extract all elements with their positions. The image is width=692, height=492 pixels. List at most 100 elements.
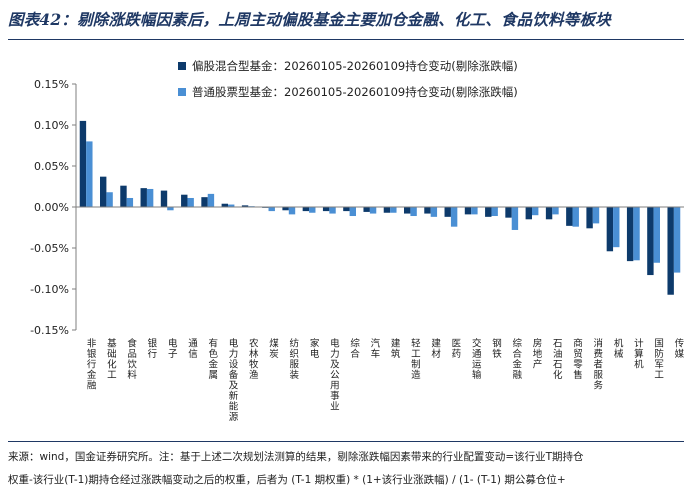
bar-series1 — [363, 207, 370, 212]
x-tick-label: 消费者服务 — [591, 337, 603, 390]
x-tick-label: 计算机 — [632, 337, 644, 369]
bar-series1 — [201, 197, 208, 207]
x-tick-label: 银行 — [145, 337, 157, 359]
x-tick-label: 商贸零售 — [571, 337, 583, 380]
bar-series1 — [586, 207, 593, 229]
bar-series1 — [302, 207, 310, 212]
y-tick-label: 0.00% — [34, 201, 69, 214]
bar-series1 — [140, 188, 147, 207]
bar-series2 — [430, 207, 438, 217]
bar-series1 — [444, 207, 451, 217]
source-line-2: 权重-该行业(T-1)期持仓经过涨跌幅变动之后的权重，后者为 (T-1 期权重)… — [8, 474, 566, 486]
bar-series1 — [485, 207, 492, 217]
bar-series2 — [552, 207, 559, 215]
bar-series2 — [146, 188, 154, 207]
source-line-1: 来源：wind，国金证券研究所。注：基于上述二次规划法测算的结果，剔除涨跌幅因素… — [8, 451, 584, 463]
x-tick-label: 房地产 — [531, 337, 543, 369]
bar-series1 — [606, 207, 614, 252]
x-tick-label: 建筑 — [389, 337, 401, 359]
x-tick-label: 国防军工 — [652, 338, 664, 380]
bar-series1 — [100, 176, 107, 207]
x-tick-label: 石油石化 — [551, 338, 563, 380]
legend-label-series1: 偏股混合型基金：20260105-20260109持仓变动(剔除涨跌幅) — [192, 59, 518, 73]
x-tick-label: 电子 — [166, 337, 178, 359]
x-tick-label: 基础化工 — [105, 337, 117, 380]
x-tick-label: 综合 — [348, 337, 360, 359]
bar-series2 — [167, 207, 174, 211]
bar-series1 — [181, 194, 188, 207]
bar-series1 — [120, 185, 127, 207]
legend-swatch-series2 — [178, 88, 186, 96]
legend-item-series1[interactable]: 偏股混合型基金：20260105-20260109持仓变动(剔除涨跌幅) — [178, 59, 518, 73]
bar-series1 — [383, 207, 391, 213]
bar-series2 — [390, 207, 397, 213]
x-tick-label: 电力及公用事业 — [328, 337, 340, 411]
bar-series2 — [491, 207, 498, 217]
x-tick-label: 建材 — [429, 337, 441, 359]
chart-legend: 偏股混合型基金：20260105-20260109持仓变动(剔除涨跌幅) 普通股… — [178, 59, 518, 111]
bar-series2 — [329, 207, 336, 214]
bar-series2 — [349, 207, 356, 217]
legend-label-series2: 普通股票型基金：20260105-20260109持仓变动(剔除涨跌幅) — [192, 85, 518, 99]
x-tick-label: 食品饮料 — [125, 337, 137, 380]
bar-series1 — [464, 207, 472, 215]
page-title: 图表42：剔除涨跌幅因素后，上周主动偏股基金主要加仓金融、化工、食品饮料等板块 — [8, 10, 611, 29]
y-tick-label: 0.10% — [34, 119, 69, 132]
bar-series1 — [505, 207, 512, 218]
bar-series2 — [653, 207, 660, 263]
bar-series1 — [626, 207, 634, 262]
bar-series1 — [221, 203, 228, 207]
bar-series1 — [79, 120, 87, 207]
bar-series2 — [450, 207, 458, 227]
bar-series1 — [667, 207, 674, 295]
bar-series2 — [410, 207, 417, 217]
x-tick-label: 交通运输 — [470, 337, 482, 380]
bar-series1 — [424, 207, 431, 214]
bar-series2 — [633, 207, 640, 261]
bar-series1 — [525, 207, 532, 220]
x-tick-label: 非银行金融 — [85, 337, 97, 390]
bar-series2 — [613, 207, 620, 248]
bar-series1 — [566, 207, 573, 226]
source-note: 来源：wind，国金证券研究所。注：基于上述二次规划法测算的结果，剔除涨跌幅因素… — [8, 446, 692, 492]
y-tick-label: -0.15% — [30, 324, 69, 337]
legend-swatch-series1 — [178, 62, 186, 70]
bar-series2 — [228, 204, 235, 207]
bar-series2 — [511, 207, 519, 230]
bar-series1 — [282, 207, 289, 211]
x-tick-label: 传媒 — [672, 337, 684, 359]
bar-series2 — [187, 197, 194, 207]
bar-series1 — [647, 207, 654, 276]
bar-series2 — [309, 207, 316, 213]
bar-series2 — [369, 207, 377, 214]
bar-series2 — [592, 207, 600, 224]
bar-series2 — [126, 197, 134, 207]
bar-series2 — [207, 193, 215, 207]
bar-chart: 0.15% 0.10% 0.05% 0.00% -0.05% -0.10% -0.15% 非银… — [30, 78, 684, 422]
x-tick-label: 医药 — [449, 338, 461, 359]
bar-series2 — [106, 192, 113, 207]
x-tick-label: 电力设备及新能源 — [227, 337, 239, 422]
bar-series2 — [532, 207, 539, 216]
bar-series2 — [471, 207, 478, 215]
bar-series1 — [241, 205, 249, 207]
x-tick-label: 有色金属 — [206, 337, 218, 380]
bar-series2 — [673, 207, 681, 273]
x-tick-label: 机械 — [612, 337, 624, 359]
bar-series1 — [322, 207, 330, 212]
x-tick-label: 家电 — [308, 337, 320, 359]
legend-item-series2[interactable]: 普通股票型基金：20260105-20260109持仓变动(剔除涨跌幅) — [178, 85, 518, 99]
bar-series1 — [545, 207, 553, 220]
y-tick-label: -0.05% — [30, 242, 69, 255]
x-tick-label: 农林牧渔 — [247, 337, 259, 380]
x-tick-label: 汽车 — [368, 337, 380, 359]
x-tick-label: 煤炭 — [267, 337, 279, 359]
y-tick-label: 0.05% — [34, 160, 69, 173]
bar-series2 — [268, 207, 275, 212]
x-tick-label: 纺织服装 — [287, 337, 299, 380]
bar-series2 — [288, 207, 296, 215]
x-tick-label: 钢铁 — [490, 337, 502, 359]
x-tick-label: 通信 — [186, 338, 198, 359]
bar-series1 — [160, 190, 168, 207]
x-tick-label: 轻工制造 — [409, 337, 421, 380]
